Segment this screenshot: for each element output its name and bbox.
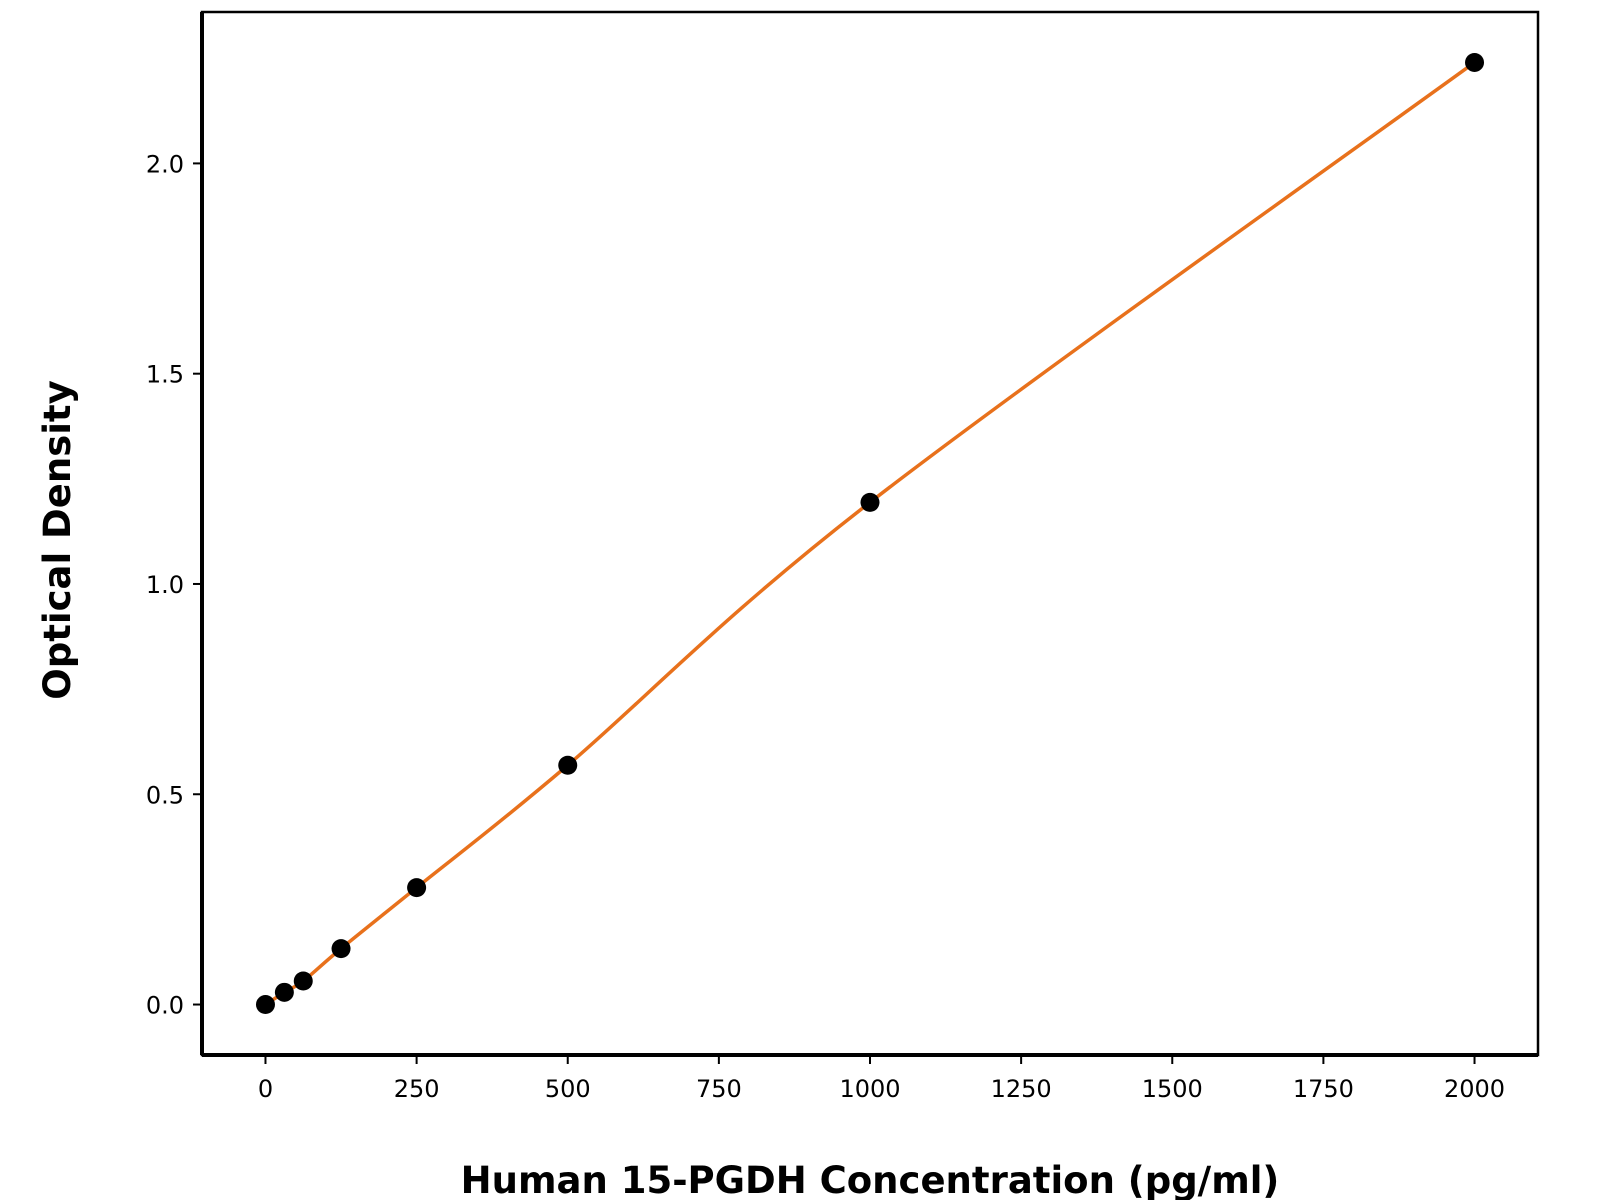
y-tick-label: 2.0: [146, 150, 184, 178]
data-point: [860, 492, 880, 512]
fit-curve: [264, 61, 1476, 1007]
y-tick-label: 0.5: [146, 781, 184, 809]
data-point: [293, 971, 313, 991]
x-tick-label: 1250: [991, 1075, 1052, 1103]
x-tick-label: 500: [545, 1075, 591, 1103]
x-tick-label: 750: [696, 1075, 742, 1103]
x-tick-label: 1000: [839, 1075, 900, 1103]
x-tick-label: 2000: [1444, 1075, 1505, 1103]
data-point: [274, 982, 294, 1002]
data-point: [255, 995, 275, 1015]
x-tick-label: 1750: [1293, 1075, 1354, 1103]
data-point: [407, 878, 427, 898]
y-tick-label: 1.0: [146, 571, 184, 599]
x-tick-label: 1500: [1142, 1075, 1203, 1103]
data-point: [1465, 52, 1485, 72]
y-axis-label: Optical Density: [36, 380, 79, 699]
x-axis-label: Human 15-PGDH Concentration (pg/ml): [461, 1159, 1280, 1200]
x-tick-label: 0: [258, 1075, 273, 1103]
data-point: [331, 939, 351, 959]
y-tick-label: 0.0: [146, 992, 184, 1020]
y-tick-label: 1.5: [146, 361, 184, 389]
data-point: [558, 755, 578, 775]
x-tick-label: 250: [394, 1075, 440, 1103]
